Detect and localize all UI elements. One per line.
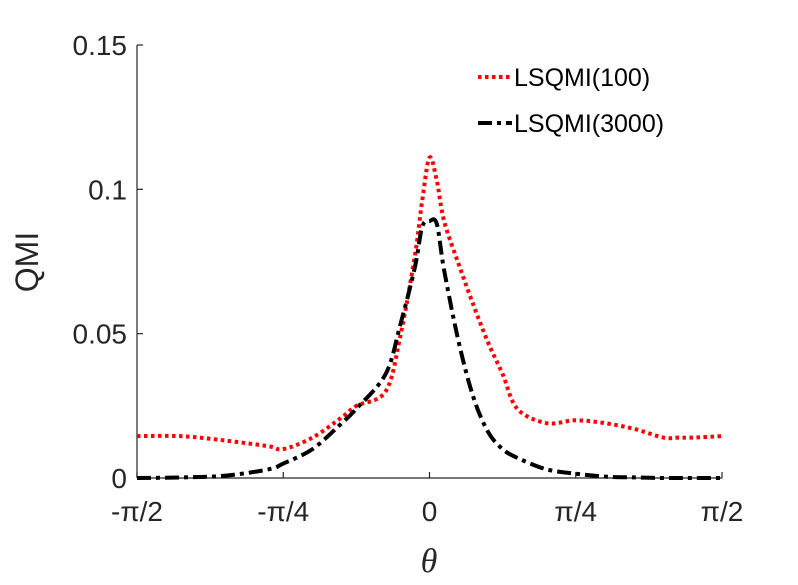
series-layer <box>136 155 723 481</box>
y-tick-label: 0.15 <box>73 30 128 61</box>
tick-labels: -π/2 -π/4 0 π/4 π/2 0 0.05 0.1 0.15 <box>73 30 744 527</box>
y-tick-label: 0.1 <box>88 174 127 205</box>
x-tick-label: 0 <box>422 496 438 527</box>
x-tick-label: π/4 <box>554 496 597 527</box>
y-tick-label: 0.05 <box>73 319 128 350</box>
x-tick-label: π/2 <box>701 496 744 527</box>
legend: LSQMI(100) LSQMI(3000) <box>478 64 664 138</box>
series-line-lsqmi-3000 <box>136 217 722 481</box>
legend-label-lsqmi-3000: LSQMI(3000) <box>514 110 664 138</box>
y-tick-label: 0 <box>111 463 127 494</box>
y-axis-label: QMI <box>9 232 45 292</box>
legend-label-lsqmi-100: LSQMI(100) <box>514 64 650 92</box>
x-tick-label: -π/4 <box>257 496 309 527</box>
series-line-lsqmi-100 <box>136 155 723 452</box>
x-axis-label: θ <box>421 543 438 580</box>
x-tick-label: -π/2 <box>111 496 163 527</box>
